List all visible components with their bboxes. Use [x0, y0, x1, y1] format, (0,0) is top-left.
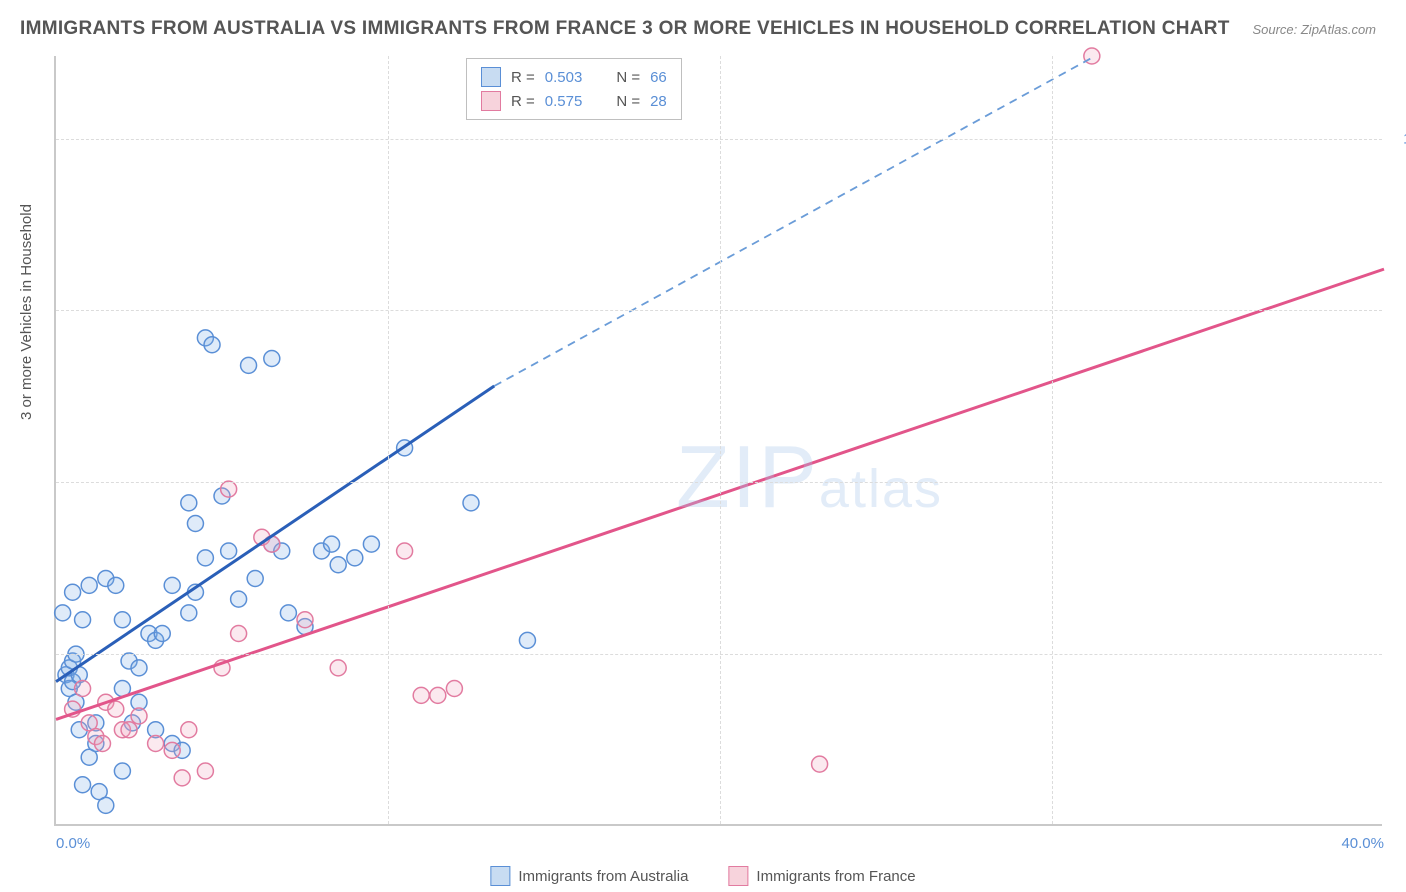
scatter-point [131, 660, 147, 676]
scatter-point [347, 550, 363, 566]
n-label: N = [616, 93, 640, 110]
scatter-point [187, 516, 203, 532]
scatter-point [154, 626, 170, 642]
swatch-blue-icon [490, 866, 510, 886]
scatter-point [174, 770, 190, 786]
r-label: R = [511, 69, 535, 86]
source-label: Source: ZipAtlas.com [1252, 22, 1376, 37]
chart-title: IMMIGRANTS FROM AUSTRALIA VS IMMIGRANTS … [20, 18, 1230, 40]
y-tick-label: 75.0% [1390, 302, 1406, 319]
scatter-point [231, 626, 247, 642]
scatter-point [330, 660, 346, 676]
scatter-point [413, 687, 429, 703]
n-value: 28 [650, 93, 667, 110]
swatch-blue-icon [481, 67, 501, 87]
scatter-point [397, 543, 413, 559]
scatter-point [463, 495, 479, 511]
scatter-point [94, 736, 110, 752]
scatter-point [148, 736, 164, 752]
scatter-point [221, 543, 237, 559]
x-tick-label: 0.0% [56, 835, 90, 852]
scatter-point [204, 337, 220, 353]
plot-area: ZIPatlas 25.0%50.0%75.0%100.0%0.0%40.0% [54, 56, 1382, 826]
trend-line [56, 386, 494, 682]
scatter-point [181, 722, 197, 738]
swatch-pink-icon [481, 91, 501, 111]
scatter-point [75, 681, 91, 697]
scatter-point [231, 591, 247, 607]
scatter-point [81, 577, 97, 593]
y-axis-label: 3 or more Vehicles in Household [18, 204, 35, 420]
legend-row: R = 0.575 N = 28 [481, 89, 667, 113]
scatter-point [131, 708, 147, 724]
legend-label: Immigrants from Australia [518, 868, 688, 885]
x-tick-label: 40.0% [1341, 835, 1384, 852]
y-tick-label: 50.0% [1390, 474, 1406, 491]
scatter-point [55, 605, 71, 621]
scatter-point [75, 777, 91, 793]
gridline-h [56, 654, 1382, 655]
scatter-point [363, 536, 379, 552]
scatter-point [197, 763, 213, 779]
gridline-v [1052, 56, 1053, 824]
r-value: 0.503 [545, 69, 583, 86]
gridline-h [56, 310, 1382, 311]
scatter-point [108, 701, 124, 717]
scatter-point [114, 612, 130, 628]
r-value: 0.575 [545, 93, 583, 110]
series-legend: Immigrants from Australia Immigrants fro… [490, 866, 915, 886]
scatter-point [197, 550, 213, 566]
gridline-v [388, 56, 389, 824]
scatter-point [75, 612, 91, 628]
scatter-point [181, 605, 197, 621]
scatter-plot-svg [56, 56, 1382, 824]
swatch-pink-icon [728, 866, 748, 886]
n-label: N = [616, 69, 640, 86]
scatter-point [121, 722, 137, 738]
scatter-point [181, 495, 197, 511]
scatter-point [164, 742, 180, 758]
scatter-point [297, 612, 313, 628]
scatter-point [98, 797, 114, 813]
scatter-point [324, 536, 340, 552]
legend-item: Immigrants from Australia [490, 866, 688, 886]
scatter-point [247, 571, 263, 587]
scatter-point [519, 632, 535, 648]
scatter-point [446, 681, 462, 697]
scatter-point [430, 687, 446, 703]
scatter-point [280, 605, 296, 621]
n-value: 66 [650, 69, 667, 86]
r-label: R = [511, 93, 535, 110]
legend-row: R = 0.503 N = 66 [481, 65, 667, 89]
scatter-point [65, 584, 81, 600]
scatter-point [241, 357, 257, 373]
scatter-point [114, 763, 130, 779]
scatter-point [164, 577, 180, 593]
scatter-point [330, 557, 346, 573]
gridline-h [56, 139, 1382, 140]
gridline-v [720, 56, 721, 824]
scatter-point [108, 577, 124, 593]
correlation-legend: R = 0.503 N = 66 R = 0.575 N = 28 [466, 58, 682, 120]
y-tick-label: 25.0% [1390, 646, 1406, 663]
scatter-point [264, 351, 280, 367]
legend-item: Immigrants from France [728, 866, 915, 886]
scatter-point [812, 756, 828, 772]
y-tick-label: 100.0% [1390, 130, 1406, 147]
scatter-point [221, 481, 237, 497]
legend-label: Immigrants from France [756, 868, 915, 885]
gridline-h [56, 482, 1382, 483]
